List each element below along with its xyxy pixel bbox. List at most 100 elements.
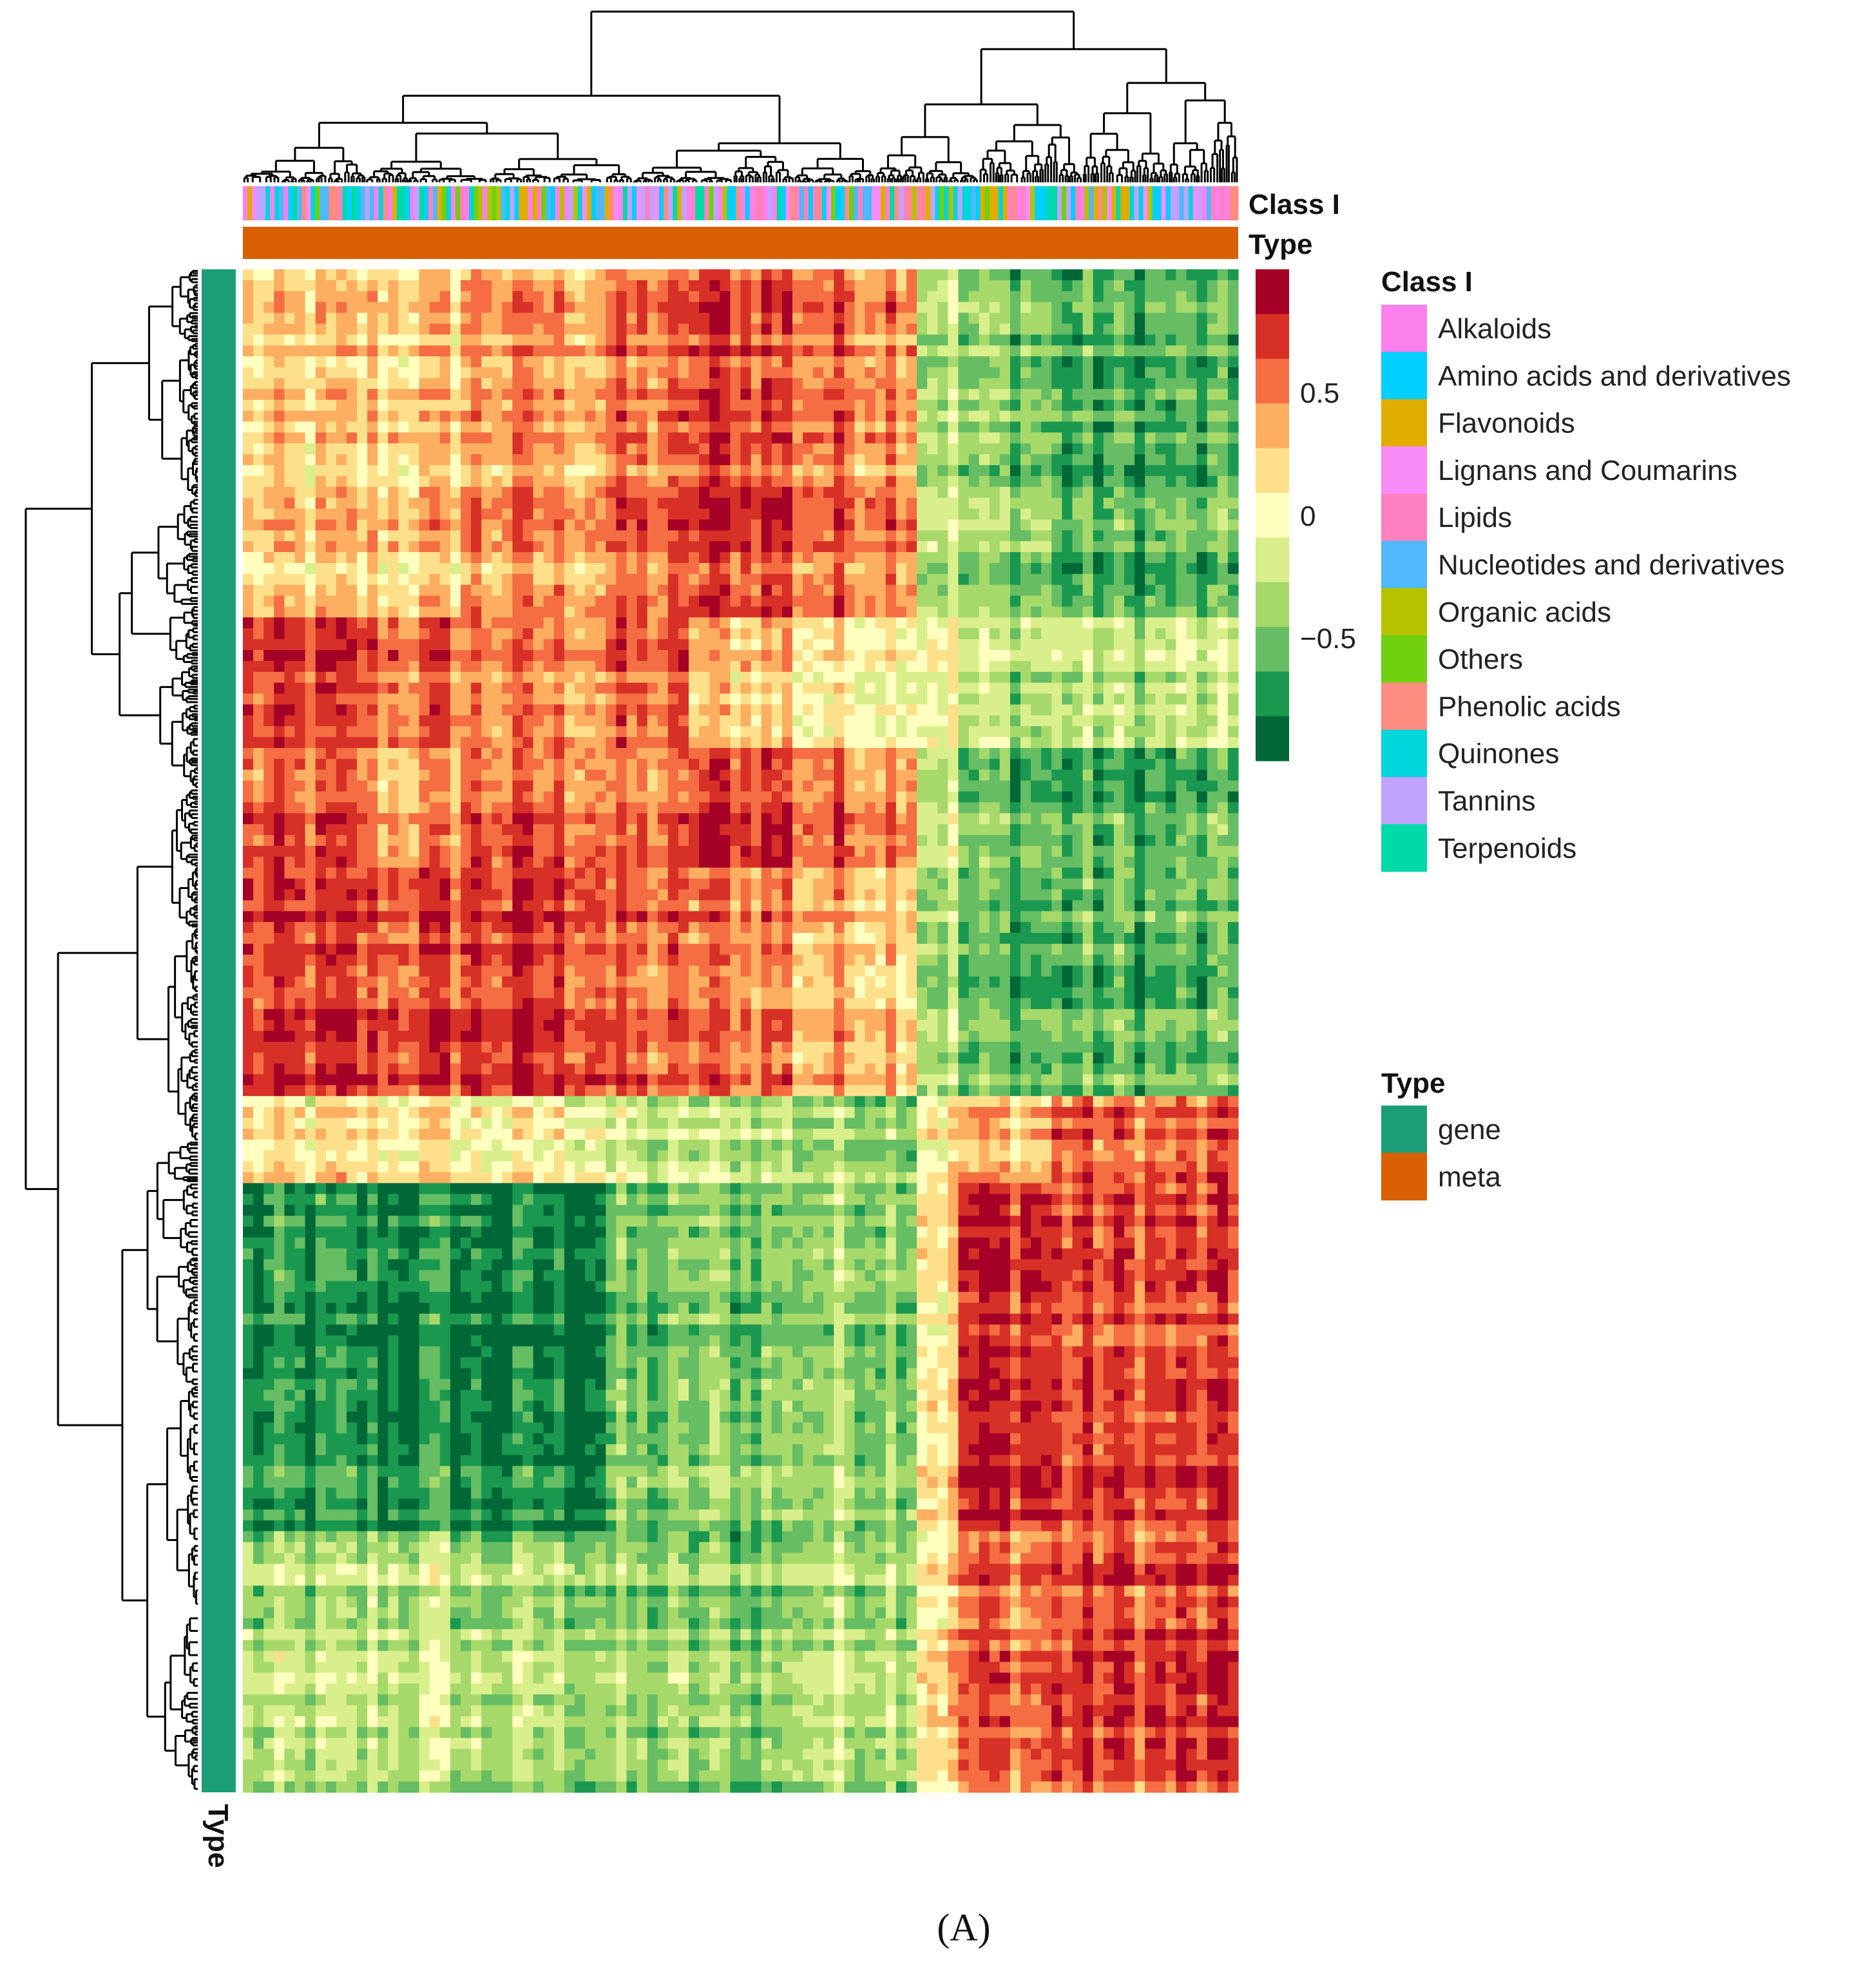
heatmap-cell: [492, 345, 503, 357]
heatmap-cell: [771, 302, 783, 314]
heatmap-cell: [388, 639, 399, 651]
heatmap-cell: [647, 715, 658, 727]
heatmap-cell: [989, 628, 1000, 640]
heatmap-cell: [927, 639, 938, 651]
heatmap-cell: [968, 497, 980, 510]
heatmap-cell: [481, 758, 492, 771]
heatmap-cell: [522, 530, 534, 542]
heatmap-cell: [844, 562, 856, 575]
heatmap-cell: [1227, 715, 1239, 727]
heatmap-cell: [533, 726, 544, 738]
heatmap-cell: [979, 291, 990, 303]
heatmap-cell: [948, 345, 959, 357]
heatmap-cell: [740, 508, 752, 520]
heatmap-cell: [461, 802, 472, 814]
heatmap-cell: [253, 399, 264, 412]
heatmap-cell: [906, 541, 917, 553]
heatmap-cell: [522, 367, 534, 379]
heatmap-cell: [834, 769, 845, 781]
heatmap-cell: [657, 519, 669, 531]
heatmap-cell: [606, 302, 617, 314]
heatmap-cell: [792, 465, 803, 477]
heatmap-cell: [906, 639, 917, 651]
heatmap-cell: [595, 606, 606, 618]
heatmap-cell: [1196, 682, 1208, 695]
heatmap-cell: [553, 780, 565, 792]
heatmap-cell: [875, 475, 886, 488]
heatmap-cell: [263, 606, 274, 618]
heatmap-cell: [481, 432, 492, 444]
heatmap-cell: [492, 421, 503, 433]
heatmap-cell: [1082, 280, 1094, 292]
heatmap-cell: [636, 595, 648, 608]
heatmap-cell: [1176, 715, 1187, 727]
heatmap-cell: [606, 323, 617, 335]
heatmap-cell: [274, 726, 285, 738]
heatmap-cell: [1103, 345, 1115, 357]
heatmap-cell: [439, 562, 451, 575]
heatmap-cell: [481, 671, 492, 684]
heatmap-cell: [844, 802, 856, 814]
heatmap-cell: [616, 280, 627, 292]
heatmap-cell: [771, 758, 783, 771]
heatmap-cell: [263, 628, 274, 640]
heatmap-cell: [823, 573, 834, 586]
heatmap-cell: [803, 573, 814, 586]
heatmap-cell: [979, 388, 990, 401]
heatmap-cell: [1155, 323, 1166, 335]
heatmap-cell: [408, 410, 420, 422]
heatmap-cell: [294, 606, 306, 618]
heatmap-cell: [647, 726, 658, 738]
heatmap-cell: [875, 530, 886, 542]
heatmap-cell: [606, 334, 617, 346]
heatmap-cell: [1041, 432, 1052, 444]
heatmap-cell: [823, 748, 834, 760]
heatmap-cell: [346, 334, 358, 346]
heatmap-cell: [1051, 562, 1062, 575]
heatmap-cell: [1145, 465, 1156, 477]
class-annotation-cell: [501, 186, 506, 220]
heatmap-cell: [1051, 312, 1062, 324]
heatmap-cell: [740, 367, 752, 379]
heatmap-cell: [968, 421, 980, 433]
heatmap-cell: [274, 443, 285, 455]
heatmap-cell: [720, 639, 731, 651]
heatmap-cell: [667, 291, 679, 303]
heatmap-cell: [294, 682, 306, 695]
heatmap-cell: [243, 302, 254, 314]
heatmap-cell: [367, 465, 378, 477]
class-annotation-cell: [641, 186, 646, 220]
heatmap-cell: [346, 454, 358, 466]
heatmap-cell: [419, 280, 430, 292]
heatmap-cell: [616, 693, 627, 705]
heatmap-cell: [1113, 748, 1125, 760]
heatmap-cell: [543, 769, 555, 781]
heatmap-cell: [439, 432, 451, 444]
heatmap-cell: [512, 345, 524, 357]
heatmap-cell: [927, 486, 938, 499]
heatmap-cell: [419, 726, 430, 738]
heatmap-cell: [243, 475, 254, 488]
heatmap-cell: [1103, 606, 1115, 618]
heatmap-cell: [1207, 650, 1218, 662]
heatmap-cell: [1113, 432, 1125, 444]
heatmap-cell: [906, 508, 917, 520]
heatmap-cell: [471, 660, 482, 673]
heatmap-cell: [968, 737, 980, 749]
heatmap-cell: [461, 334, 472, 346]
heatmap-cell: [595, 704, 606, 716]
heatmap-cell: [243, 748, 254, 760]
heatmap-cell: [1010, 367, 1021, 379]
heatmap-cell: [834, 399, 845, 412]
heatmap-cell: [1010, 465, 1021, 477]
heatmap-cell: [730, 486, 742, 499]
heatmap-cell: [1186, 269, 1198, 281]
heatmap-cell: [844, 334, 856, 346]
heatmap-cell: [999, 660, 1011, 673]
heatmap-cell: [1207, 595, 1218, 608]
heatmap-cell: [689, 475, 700, 488]
class-annotation-cell: [492, 186, 497, 220]
heatmap-cell: [1093, 769, 1104, 781]
heatmap-cell: [357, 780, 368, 792]
heatmap-cell: [1124, 443, 1135, 455]
